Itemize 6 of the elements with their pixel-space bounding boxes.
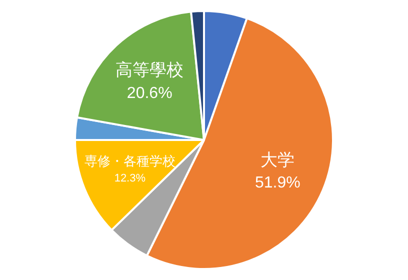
slice-label: 高等學校 [116,60,184,81]
slice-label: 大学 [260,150,295,170]
data-label: 12.3% [114,172,146,184]
data-label: 51.9% [255,174,300,192]
data-label: 20.6% [126,84,172,102]
slice-label: 専修・各種学校 [84,154,176,170]
